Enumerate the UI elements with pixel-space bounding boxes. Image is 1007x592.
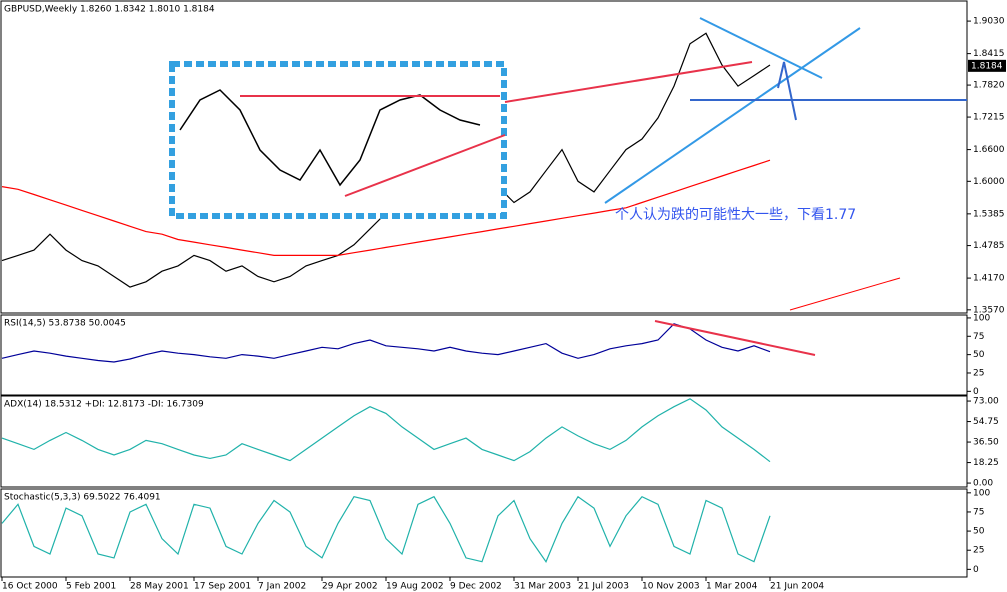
- x-tick-label: 5 Feb 2001: [66, 582, 116, 592]
- series-line: [1, 398, 771, 463]
- x-tick-label: 19 Aug 2002: [386, 582, 444, 592]
- y-tick-label: 0: [973, 565, 979, 575]
- y-tick-label: 1.4170: [973, 274, 1005, 284]
- x-tick-label: 21 Jul 2003: [578, 582, 629, 592]
- y-tick-label: 36.50: [973, 438, 999, 448]
- panel-frame: [0, 488, 968, 578]
- panel-title: Stochastic(5,3,3) 69.5022 76.4091: [4, 493, 161, 503]
- y-tick-label: 50: [973, 527, 985, 537]
- inset-trendline: [344, 134, 506, 197]
- y-tick-label: 1.7820: [973, 81, 1005, 91]
- x-tick-label: 7 Jan 2002: [258, 582, 306, 592]
- x-tick-label: 9 Dec 2002: [450, 582, 502, 592]
- trendline: [504, 61, 753, 103]
- y-tick-label: 1.6600: [973, 145, 1005, 155]
- trendline: [789, 277, 901, 311]
- x-tick-label: 16 Oct 2000: [2, 582, 58, 592]
- y-tick-label: 75: [973, 332, 984, 342]
- x-tick-label: 28 May 2001: [130, 582, 189, 592]
- trendline: [699, 17, 823, 79]
- trendline: [604, 27, 861, 204]
- x-tick-label: 17 Sep 2001: [194, 582, 251, 592]
- panel-title: ADX(14) 18.5312 +DI: 12.8173 -DI: 16.730…: [4, 400, 204, 410]
- y-tick-label: 54.75: [973, 417, 999, 427]
- y-tick-label: 1.6000: [973, 177, 1005, 187]
- chart-title: GBPUSD,Weekly 1.8260 1.8342 1.8010 1.818…: [4, 5, 215, 15]
- x-tick-label: 10 Nov 2003: [642, 582, 700, 592]
- rsi-trendline: [654, 320, 816, 356]
- y-tick-label: 1.7215: [973, 113, 1005, 123]
- panel-frame: [0, 0, 968, 314]
- x-tick-label: 1 Mar 2004: [706, 582, 758, 592]
- y-tick-label: 50: [973, 350, 985, 360]
- x-tick-label: 31 Mar 2003: [514, 582, 571, 592]
- y-tick-label: 25: [973, 546, 984, 556]
- inset-price: [179, 89, 481, 187]
- panel-title: RSI(14,5) 53.8738 50.0045: [4, 319, 126, 329]
- y-tick-label: 0: [973, 387, 979, 397]
- y-tick-label: 100: [973, 488, 990, 498]
- y-tick-label: 0.00: [973, 479, 993, 489]
- x-tick-label: 29 Apr 2002: [322, 582, 378, 592]
- y-tick-label: 18.25: [973, 458, 999, 468]
- y-tick-label: 1.9030: [973, 17, 1005, 27]
- y-tick-label: 1.4785: [973, 241, 1005, 251]
- arrow: [777, 61, 797, 121]
- y-tick-label: 100: [973, 313, 990, 323]
- series-line: [1, 495, 771, 563]
- series-line: [1, 159, 771, 256]
- inset-box: [169, 61, 507, 219]
- y-tick-label: 25: [973, 368, 984, 378]
- y-tick-label: 73.00: [973, 397, 999, 407]
- y-tick-label: 1.8415: [973, 49, 1005, 59]
- last-price-box: [968, 59, 1006, 72]
- panel-frame: [0, 395, 968, 488]
- last-price-label: 1.8184: [971, 61, 1003, 71]
- y-tick-label: 1.5385: [973, 209, 1005, 219]
- annotation: 个人认为跌的可能性大一些，下看1.77: [615, 207, 856, 223]
- y-tick-label: 1.3570: [973, 305, 1005, 315]
- y-tick-label: 75: [973, 507, 984, 517]
- x-tick-label: 21 Jun 2004: [770, 582, 824, 592]
- series-line: [1, 323, 771, 363]
